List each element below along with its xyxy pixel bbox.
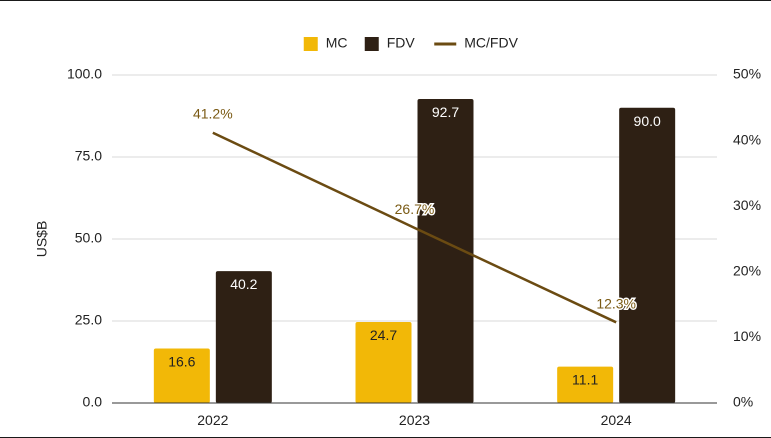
bars (153, 98, 676, 404)
bar-fdv (215, 271, 272, 403)
legend-label: FDV (387, 35, 416, 51)
bar-mc (557, 366, 614, 403)
x-tick-label: 2023 (399, 412, 430, 428)
x-tick-label: 2022 (197, 412, 228, 428)
y2-tick-label: 30% (733, 197, 761, 213)
y-tick-label: 25.0 (75, 312, 102, 328)
bar-mc (355, 321, 412, 403)
bar-mc (153, 348, 210, 403)
bar-data-label: 16.6 (168, 354, 195, 370)
bar-data-label: 11.1 (572, 372, 598, 388)
bar-fdv (619, 107, 676, 404)
bar-data-label: 92.7 (432, 104, 459, 120)
y2-tick-label: 20% (733, 263, 761, 279)
x-tick-label: 2024 (601, 412, 632, 428)
bar-fdv (417, 98, 474, 403)
bar-data-label: 40.2 (230, 276, 257, 292)
y2-tick-label: 50% (733, 66, 761, 82)
line-mc-fdv (212, 131, 617, 324)
axes: 0.0 25.0 50.0 75.0 100.0 0% 10% 20% 30% 40% 50% 202… (67, 66, 761, 428)
legend-swatch-mc (303, 37, 318, 51)
y-tick-label: 0.0 (83, 394, 103, 410)
bar-data-label: 90.0 (634, 113, 661, 129)
data-labels: 16.6 24.7 11.1 40.2 92.7 90.0 41.2% 26.7% 12.3% (168, 104, 661, 388)
y2-tick-label: 40% (733, 131, 761, 147)
line-data-label: 26.7% (395, 201, 435, 217)
legend: MC FDV MC/FDV (303, 35, 519, 51)
legend-label: MC (326, 35, 348, 51)
line-series (212, 131, 617, 324)
y-axis-label: US$B (34, 221, 50, 258)
legend-label: MC/FDV (464, 35, 518, 51)
legend-swatch-fdv (364, 37, 379, 51)
y-tick-label: 50.0 (75, 230, 102, 246)
y-tick-label: 100.0 (67, 66, 102, 82)
bar-data-label: 24.7 (370, 327, 397, 343)
line-data-label: 41.2% (193, 106, 233, 122)
y2-tick-label: 10% (733, 328, 761, 344)
y2-tick-label: 0% (733, 394, 753, 410)
line-data-label: 12.3% (596, 295, 636, 311)
y-tick-label: 75.0 (75, 148, 102, 164)
